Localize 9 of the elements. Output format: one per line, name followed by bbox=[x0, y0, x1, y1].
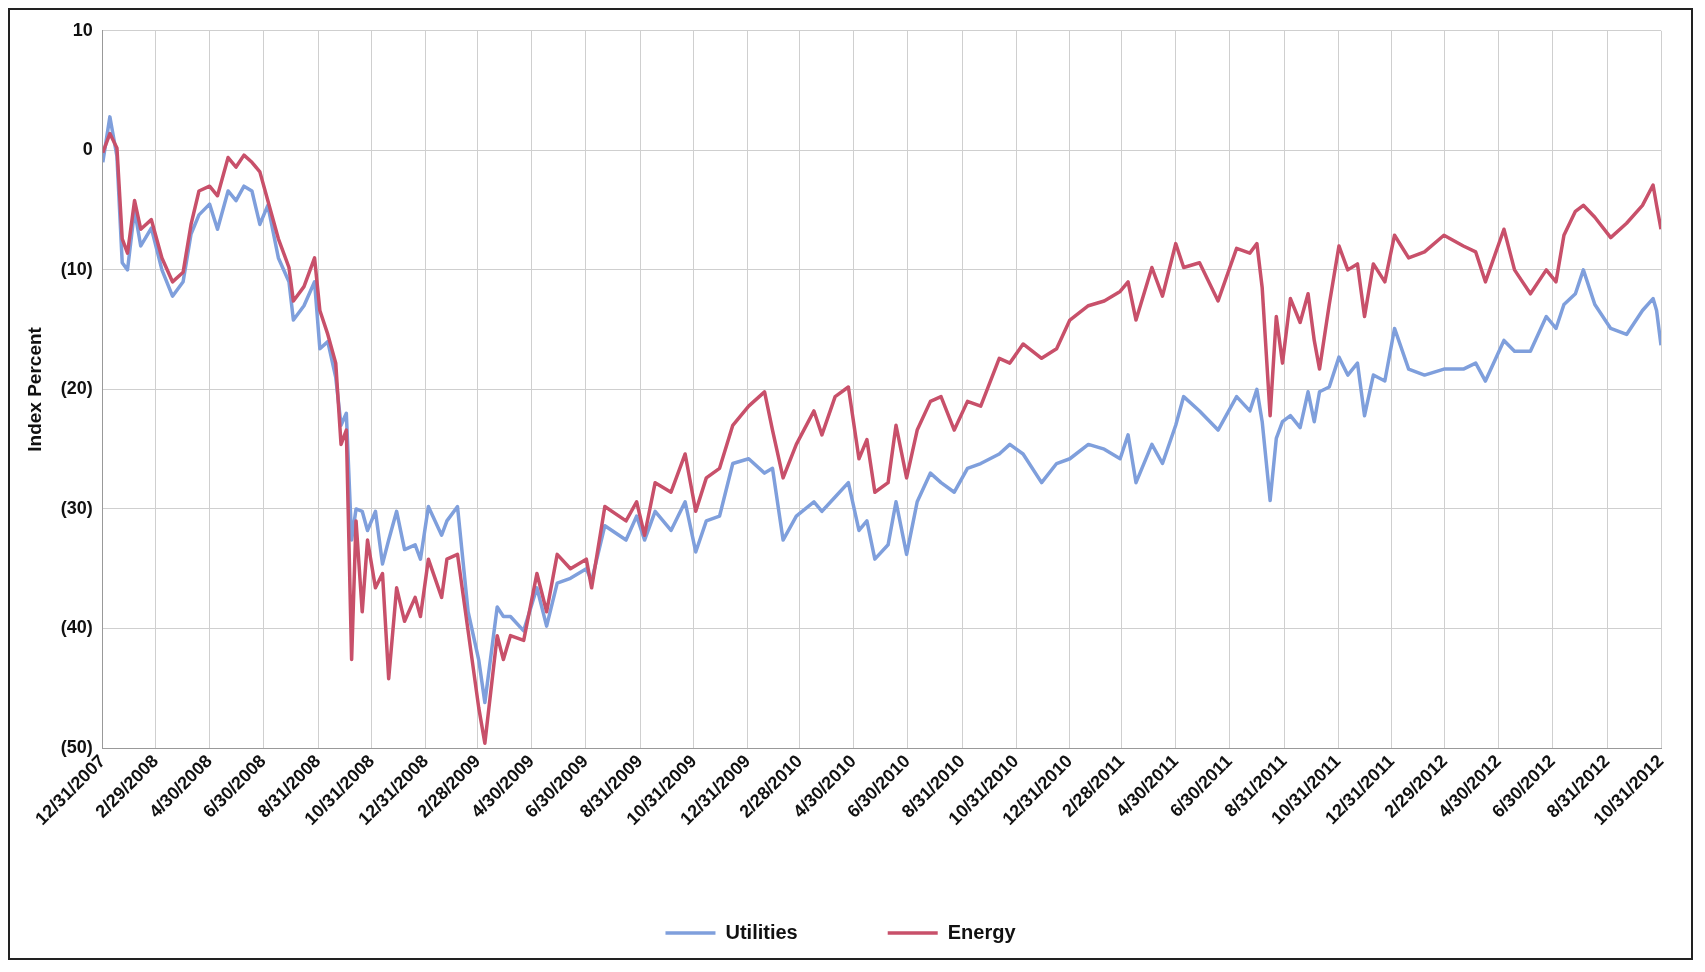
y-tick-label: (30) bbox=[60, 497, 93, 518]
y-tick-label: 10 bbox=[72, 19, 93, 40]
legend-label: Utilities bbox=[725, 920, 798, 943]
y-tick-label: (40) bbox=[60, 617, 93, 638]
y-tick-label: 0 bbox=[82, 139, 93, 160]
y-tick-label: (20) bbox=[60, 378, 93, 399]
y-tick-label: (10) bbox=[60, 258, 93, 279]
y-axis-title: Index Percent bbox=[23, 326, 45, 452]
legend-label: Energy bbox=[947, 920, 1017, 943]
